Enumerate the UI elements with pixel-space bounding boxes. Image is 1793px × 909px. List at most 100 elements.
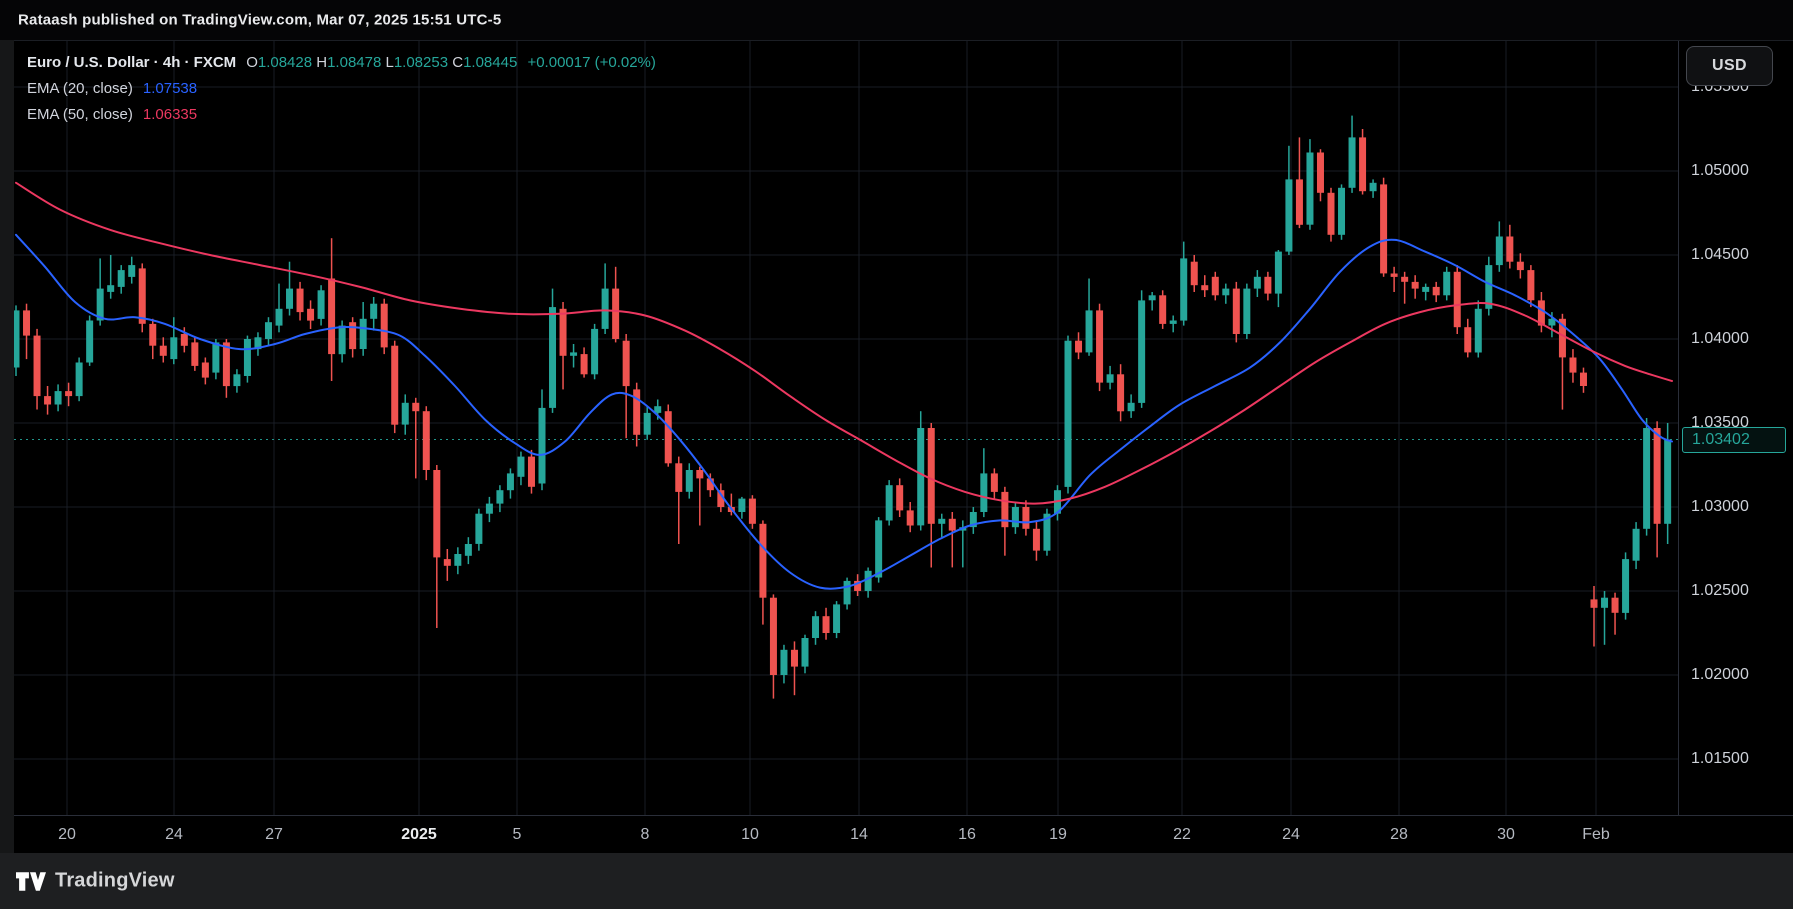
candle-body-down	[443, 559, 451, 566]
candle-body-up	[1043, 513, 1051, 551]
candle-body-down	[527, 456, 535, 487]
candle-body-up	[1622, 559, 1630, 613]
candle-body-up	[117, 270, 125, 287]
ohlc-key: L	[385, 53, 394, 71]
candle-wick-down	[1614, 592, 1616, 635]
time-tick-label: 20	[58, 826, 76, 843]
candle-wick-down	[1593, 586, 1595, 647]
candle-body-up	[1285, 179, 1293, 252]
time-tick-label: 19	[1049, 826, 1067, 843]
candle-body-down	[138, 268, 146, 324]
candle-body-up	[801, 638, 809, 667]
symbol-legend-row[interactable]: Euro / U.S. Dollar · 4h · FXCM O1.08428 …	[27, 49, 656, 75]
candle-body-up	[1011, 507, 1019, 528]
candle-body-down	[1032, 528, 1040, 551]
candle-body-up	[1338, 187, 1346, 235]
candle-body-up	[286, 288, 294, 309]
candle-body-down	[822, 616, 830, 633]
price-tick-label: 1.03000	[1691, 498, 1749, 515]
candle-body-up	[1085, 310, 1093, 353]
candle-body-up	[317, 290, 325, 319]
currency-toggle-button[interactable]: USD	[1686, 46, 1773, 86]
candle-wick-up	[278, 283, 280, 333]
candle-body-down	[748, 498, 756, 524]
candle-body-up	[401, 402, 409, 425]
candle-body-down	[1232, 288, 1240, 334]
time-axis[interactable]: 20 24 27 2025 5 8 10 14 16 19 22 24 28 30 Feb	[14, 815, 1793, 854]
candle-body-up	[1274, 251, 1282, 294]
candle-body-up	[843, 580, 851, 605]
candle-body-up	[1106, 374, 1114, 383]
candle-wick-down	[678, 456, 680, 544]
indicator-row-ema50[interactable]: EMA (50, close) 1.06335	[27, 101, 656, 127]
last-price-label: 1.03402	[1682, 426, 1786, 453]
price-tick-label: 1.04000	[1691, 330, 1749, 347]
candle-body-up	[1348, 137, 1356, 188]
candle-body-down	[44, 396, 52, 405]
candle-body-down	[1516, 261, 1524, 271]
candle-body-up	[1127, 402, 1135, 412]
ema20-line	[15, 233, 1673, 590]
candle-body-down	[854, 580, 862, 591]
candle-body-down	[927, 428, 935, 524]
candle-body-up	[1253, 276, 1261, 289]
candle-body-up	[370, 303, 378, 319]
candle-body-up	[812, 616, 820, 638]
candle-body-up	[1664, 439, 1672, 524]
ema20-label: EMA (20, close)	[27, 79, 133, 97]
ohlc-value: 1.08478	[327, 53, 386, 71]
indicator-row-ema20[interactable]: EMA (20, close) 1.07538	[27, 75, 656, 101]
tradingview-logo-icon	[16, 871, 46, 891]
candle-body-up	[570, 352, 578, 356]
candle-body-up	[1643, 428, 1651, 529]
candle-body-down	[1537, 300, 1545, 326]
candle-body-up	[1138, 300, 1146, 403]
candle-body-down	[349, 322, 357, 350]
candle-body-up	[1474, 308, 1482, 353]
candle-body-down	[1611, 597, 1619, 613]
candle-body-up	[875, 520, 883, 578]
footer-bar: TradingView	[0, 853, 1793, 909]
candle-body-up	[506, 473, 514, 491]
tradingview-brand-text: TradingView	[55, 869, 175, 892]
time-tick-label: 24	[1282, 826, 1300, 843]
candlestick-chart[interactable]	[14, 41, 1678, 815]
candle-body-down	[706, 478, 714, 491]
candle-body-up	[233, 374, 241, 387]
time-tick-label: 2025	[401, 826, 437, 843]
candle-wick-up	[1151, 292, 1153, 311]
attribution-bar: Rataash published on TradingView.com, Ma…	[0, 0, 1793, 40]
candle-body-up	[1243, 288, 1251, 334]
candle-body-up	[643, 412, 651, 435]
candle-body-up	[454, 554, 462, 566]
candle-body-up	[128, 265, 136, 277]
candle-body-down	[612, 288, 620, 339]
candle-body-up	[980, 473, 988, 512]
time-tick-label: 30	[1497, 826, 1515, 843]
candle-body-up	[1495, 236, 1503, 266]
candle-body-up	[14, 310, 20, 368]
candle-body-down	[790, 649, 798, 667]
time-tick-label: 10	[741, 826, 759, 843]
candle-body-down	[159, 345, 167, 356]
time-tick-label: 22	[1173, 826, 1191, 843]
candle-body-down	[580, 354, 588, 375]
candle-body-up	[1632, 528, 1640, 561]
candle-body-down	[1653, 428, 1661, 524]
candle-wick-down	[415, 397, 417, 479]
candle-body-down	[1558, 318, 1566, 358]
candle-body-down	[1117, 374, 1125, 412]
candle-body-down	[1380, 184, 1388, 274]
price-axis[interactable]: 1.05500 1.05000 1.04500 1.04000 1.03500 1.030…	[1678, 41, 1793, 854]
candle-body-down	[1453, 271, 1461, 328]
candle-body-down	[1579, 372, 1587, 386]
ema50-value: 1.06335	[142, 105, 198, 123]
candle-body-up	[1443, 271, 1451, 296]
candle-body-down	[1401, 276, 1409, 282]
ohlc-value: 1.08428	[257, 53, 317, 71]
candle-body-down	[149, 323, 157, 346]
ohlc-key: H	[316, 53, 328, 71]
candle-body-down	[222, 342, 230, 387]
tradingview-brand-link[interactable]: TradingView	[16, 870, 175, 893]
candle-body-up	[517, 456, 525, 477]
